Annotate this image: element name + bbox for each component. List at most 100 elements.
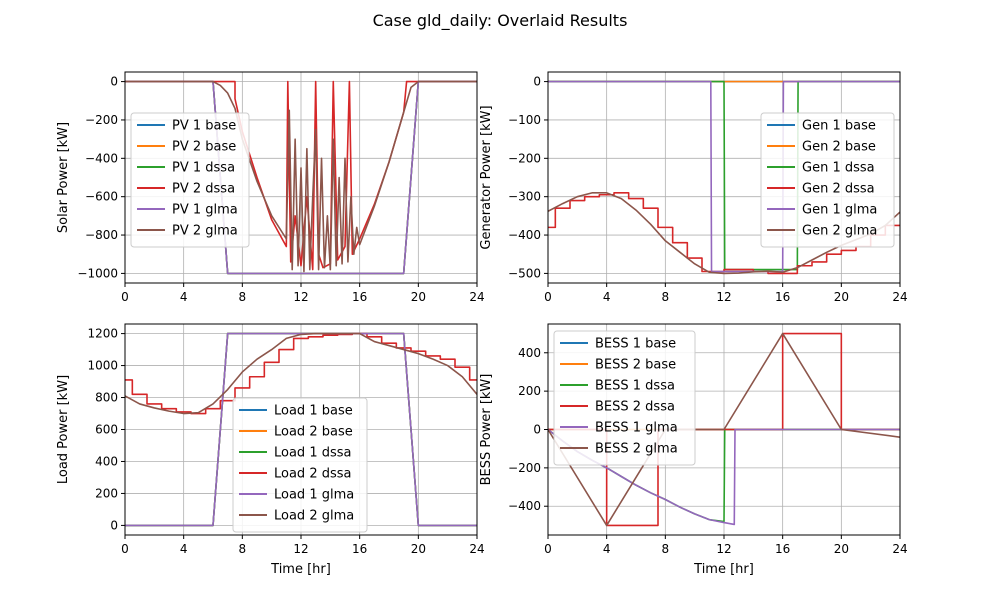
y-tick-label: 0 — [110, 518, 118, 532]
legend-entry: BESS 2 dssa — [595, 400, 675, 415]
y-tick-label: 400 — [95, 454, 118, 468]
x-tick-label: 12 — [293, 542, 308, 556]
y-tick-label: −200 — [508, 461, 541, 475]
figure-title: Case gld_daily: Overlaid Results — [373, 11, 628, 31]
y-axis-label: Generator Power [kW] — [479, 105, 494, 249]
y-tick-label: 0 — [533, 75, 541, 89]
x-tick-label: 12 — [716, 290, 731, 304]
y-tick-label: −1000 — [77, 266, 118, 280]
y-tick-label: 0 — [110, 75, 118, 89]
x-tick-label: 4 — [180, 542, 188, 556]
y-tick-label: −600 — [85, 190, 118, 204]
legend-entry: PV 1 glma — [172, 203, 238, 218]
x-tick-label: 8 — [662, 542, 670, 556]
x-tick-label: 4 — [603, 542, 611, 556]
series-line-load-2-glma — [125, 332, 477, 415]
x-tick-label: 4 — [180, 290, 188, 304]
legend-entry: PV 1 base — [172, 119, 236, 134]
x-tick-label: 20 — [411, 290, 426, 304]
y-axis-label: BESS Power [kW] — [479, 374, 494, 486]
legend: Load 1 base Load 2 base Load 1 dssa Load 2 … — [232, 397, 368, 533]
y-tick-label: −500 — [508, 266, 541, 280]
legend-entry: Gen 1 dssa — [802, 161, 875, 176]
legend: Gen 1 base Gen 2 base Gen 1 dssa Gen 2 dssa… — [760, 112, 895, 248]
x-tick-label: 16 — [775, 542, 790, 556]
x-tick-label: 0 — [121, 290, 129, 304]
legend-entry: Load 1 dssa — [274, 446, 352, 461]
legend-entry: PV 2 glma — [172, 224, 238, 239]
x-tick-label: 8 — [239, 290, 247, 304]
x-tick-label: 24 — [469, 542, 484, 556]
legend-entry: Gen 1 base — [802, 119, 876, 134]
bess-power-chart: 0 4 8 12 16 20 24 −400 −200 0 200 400 BESS Power [kW… — [479, 323, 908, 577]
x-tick-label: 12 — [716, 542, 731, 556]
legend-entry: Gen 2 base — [802, 140, 876, 155]
legend: BESS 1 base BESS 2 base BESS 1 dssa BESS 2 … — [553, 330, 696, 466]
legend-entry: Gen 2 glma — [802, 224, 877, 239]
x-tick-label: 24 — [469, 290, 484, 304]
legend: PV 1 base PV 2 base PV 1 dssa PV 2 dssa PV 1… — [130, 112, 250, 248]
y-tick-label: −200 — [85, 113, 118, 127]
x-tick-label: 16 — [775, 290, 790, 304]
legend-entry: Load 2 glma — [274, 509, 354, 524]
y-tick-label: −100 — [508, 113, 541, 127]
series-group — [125, 332, 477, 527]
x-tick-label: 24 — [892, 290, 907, 304]
y-tick-label: 800 — [95, 391, 118, 405]
y-tick-label: −300 — [508, 190, 541, 204]
x-tick-label: 16 — [352, 542, 367, 556]
legend-entry: Load 2 base — [274, 425, 353, 440]
y-tick-label: 1200 — [87, 327, 118, 341]
y-tick-label: 0 — [533, 423, 541, 437]
y-tick-label: 1000 — [87, 359, 118, 373]
series-group — [125, 80, 477, 275]
y-tick-label: −400 — [508, 499, 541, 513]
y-axis-label: Solar Power [kW] — [56, 122, 71, 233]
x-tick-label: 0 — [544, 290, 552, 304]
legend-entry: BESS 2 base — [595, 358, 676, 373]
y-tick-label: −400 — [508, 228, 541, 242]
series-line-gen-2-dssa — [548, 192, 900, 275]
legend-entry: Gen 2 dssa — [802, 182, 875, 197]
x-tick-label: 0 — [544, 542, 552, 556]
load-power-chart: 0 4 8 12 16 20 24 0 200 400 600 800 1000 1200 Load Pow… — [56, 323, 485, 577]
legend-entry: Load 1 glma — [274, 488, 354, 503]
x-tick-label: 16 — [352, 290, 367, 304]
legend-entry: Gen 1 glma — [802, 203, 877, 218]
legend-entry: PV 2 dssa — [172, 182, 235, 197]
x-tick-label: 4 — [603, 290, 611, 304]
y-tick-label: −200 — [508, 151, 541, 165]
legend-box — [553, 330, 696, 466]
y-tick-label: 200 — [518, 384, 541, 398]
y-tick-label: −800 — [85, 228, 118, 242]
y-tick-label: 400 — [518, 346, 541, 360]
legend-entry: PV 2 base — [172, 140, 236, 155]
x-tick-label: 8 — [662, 290, 670, 304]
x-tick-label: 8 — [239, 542, 247, 556]
series-line-pv-2-glma — [125, 80, 477, 273]
y-tick-label: 600 — [95, 423, 118, 437]
x-tick-label: 20 — [834, 542, 849, 556]
legend-entry: PV 1 dssa — [172, 161, 235, 176]
y-tick-label: 200 — [95, 486, 118, 500]
legend-entry: BESS 1 base — [595, 337, 676, 352]
x-tick-label: 24 — [892, 542, 907, 556]
legend-entry: BESS 2 glma — [595, 442, 678, 457]
generator-power-chart: 0 4 8 12 16 20 24 −500 −400 −300 −200 −100 0 Generato… — [479, 71, 908, 304]
legend-entry: BESS 1 glma — [595, 421, 678, 436]
series-line-gen-1-glma — [548, 80, 900, 273]
series-line-bess-2-glma — [548, 332, 900, 527]
legend-entry: Load 2 dssa — [274, 467, 352, 482]
x-axis-label: Time [hr] — [693, 562, 754, 577]
x-tick-label: 0 — [121, 542, 129, 556]
legend-entry: BESS 1 dssa — [595, 379, 675, 394]
x-tick-label: 12 — [293, 290, 308, 304]
legend-entry: Load 1 base — [274, 404, 353, 419]
y-tick-label: −400 — [85, 151, 118, 165]
x-axis-label: Time [hr] — [270, 562, 331, 577]
solar-power-chart: 0 4 8 12 16 20 24 −1000 −800 −600 −400 −200 0 Solar P… — [56, 71, 485, 304]
x-tick-label: 20 — [411, 542, 426, 556]
x-tick-label: 20 — [834, 290, 849, 304]
y-axis-label: Load Power [kW] — [56, 375, 71, 484]
